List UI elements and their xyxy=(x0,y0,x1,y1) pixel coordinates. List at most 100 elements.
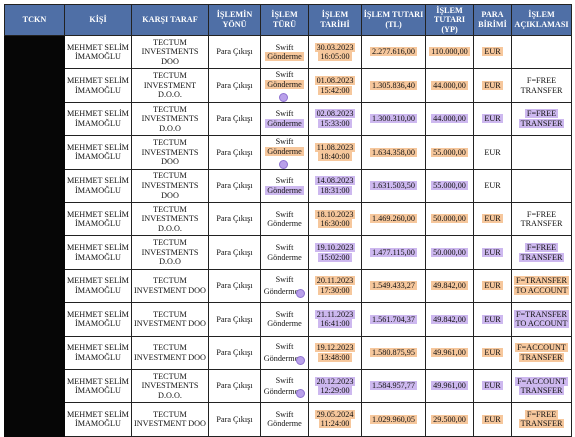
description-line-1: F=FREE xyxy=(526,209,557,219)
amount-tl-value: 1.549.433,27 xyxy=(370,281,417,291)
direction-cell: Para Çıkışı xyxy=(208,34,261,70)
amount-yp-cell: 49.842,00 xyxy=(425,302,474,337)
tckn-redacted-cell xyxy=(4,402,65,437)
description-cell: F=ACCOUNT TRANSFER xyxy=(511,368,572,404)
type-line-1: Swift xyxy=(275,209,294,219)
counterparty-cell: TECTUM INVESTMENT DOO xyxy=(131,302,209,337)
type-cell: Swift Gönderme xyxy=(260,268,309,304)
amount-yp-cell: 49.961,00 xyxy=(425,368,474,404)
amount-tl-value: 1.631.503,50 xyxy=(370,180,417,190)
currency-cell: EUR xyxy=(473,335,512,370)
description-line-1: F=FREE xyxy=(524,109,559,119)
description-cell xyxy=(511,168,572,203)
amount-tl-value: 1.584.957,77 xyxy=(370,381,417,391)
type-cell: Swift Gönderme xyxy=(260,402,309,437)
description-cell xyxy=(511,135,572,170)
type-cell: Swift Gönderme xyxy=(260,335,309,370)
description-cell: F=FREE TRANSFER xyxy=(511,235,572,270)
table-row: MEHMET SELİM İMAMOĞLU TECTUM INVESTMENTS… xyxy=(4,201,572,237)
time-value: 12:29:00 xyxy=(318,386,352,396)
type-cell: Swift Gönderme xyxy=(260,101,309,137)
type-cell: Swift Gönderme xyxy=(260,68,309,103)
date-cell: 20.12.2023 12:29:00 xyxy=(308,368,362,404)
date-value: 11.08.2023 xyxy=(314,142,356,152)
date-value: 20.11.2023 xyxy=(314,276,356,286)
description-line-2: TRANSFER xyxy=(518,252,565,262)
amount-tl-value: 1.580.875,95 xyxy=(370,347,417,357)
type-line-1: Swift xyxy=(275,242,294,252)
time-value: 17:30:00 xyxy=(318,285,352,295)
type-cell: Swift Gönderme xyxy=(260,235,309,270)
amount-yp-cell: 55.000,00 xyxy=(425,168,474,203)
currency-cell: EUR xyxy=(473,135,512,170)
amount-yp-value: 49.842,00 xyxy=(431,281,468,291)
amount-tl-cell: 1.634.358,00 xyxy=(361,135,426,170)
person-cell: MEHMET SELİM İMAMOĞLU xyxy=(64,168,132,203)
type-line-2: Gönderme xyxy=(263,387,299,397)
table-row: MEHMET SELİM İMAMOĞLU TECTUM INVESTMENTS… xyxy=(4,135,572,170)
counterparty-cell: TECTUM INVESTMENT DOO xyxy=(131,268,209,304)
table-row: MEHMET SELİM İMAMOĞLU TECTUM INVESTMENT … xyxy=(4,68,572,103)
header-islemin-yonu: İŞLEMİN YÖNÜ xyxy=(208,4,261,36)
currency-cell: EUR xyxy=(473,368,512,404)
date-cell: 30.03.2023 16:05:00 xyxy=(308,34,362,70)
type-line-1: Swift xyxy=(275,42,294,52)
date-cell: 19.10.2023 15:02:00 xyxy=(308,235,362,270)
table-row: MEHMET SELİM İMAMOĞLU TECTUM INVESTMENTS… xyxy=(4,368,572,404)
header-tckn: TCKN xyxy=(4,4,65,36)
amount-yp-value: 29.500,00 xyxy=(431,414,468,424)
time-value: 15:42:00 xyxy=(318,85,352,95)
description-line-1: F=ACCOUNT xyxy=(515,343,568,353)
currency-cell: EUR xyxy=(473,68,512,103)
description-cell: F=FREE TRANSFER xyxy=(511,101,572,137)
table-row: MEHMET SELİM İMAMOĞLU TECTUM INVESTMENTS… xyxy=(4,168,572,203)
date-cell: 14.08.2023 18:31:00 xyxy=(308,168,362,203)
comment-marker-icon[interactable] xyxy=(279,93,288,102)
amount-yp-value: 55.000,00 xyxy=(431,147,468,157)
table-row: MEHMET SELİM İMAMOĞLU TECTUM INVESTMENT … xyxy=(4,268,572,304)
type-line-1: Swift xyxy=(275,109,294,119)
header-islem-tarihi: İŞLEM TARİHİ xyxy=(308,4,362,36)
date-cell: 19.12.2023 13:48:00 xyxy=(308,335,362,370)
amount-tl-cell: 1.469.260,00 xyxy=(361,201,426,237)
description-cell: F=FREE TRANSFER xyxy=(511,201,572,237)
comment-marker-icon[interactable] xyxy=(279,160,288,169)
description-line-2: TRANSFER xyxy=(518,352,565,362)
amount-yp-value: 50.000,00 xyxy=(431,247,468,257)
date-cell: 11.08.2023 18:40:00 xyxy=(308,135,362,170)
amount-tl-cell: 2.277.616,00 xyxy=(361,34,426,70)
direction-cell: Para Çıkışı xyxy=(208,101,261,137)
currency-value: EUR xyxy=(482,80,503,90)
type-line-1: Swift xyxy=(275,409,294,419)
type-cell: Swift Gönderme xyxy=(260,168,309,203)
tckn-redacted-cell xyxy=(4,235,65,270)
amount-yp-cell: 49.961,00 xyxy=(425,335,474,370)
direction-cell: Para Çıkışı xyxy=(208,268,261,304)
currency-value: EUR xyxy=(482,314,503,324)
type-line-2: Gönderme xyxy=(265,185,304,195)
type-line-1: Swift xyxy=(275,375,294,385)
person-cell: MEHMET SELİM İMAMOĞLU xyxy=(64,268,132,304)
direction-cell: Para Çıkışı xyxy=(208,201,261,237)
header-para-birimi: PARA BİRİMİ xyxy=(473,4,512,36)
date-cell: 29.05.2024 11:24:00 xyxy=(308,402,362,437)
header-karsi-taraf: KARŞI TARAF xyxy=(131,4,209,36)
counterparty-cell: TECTUM INVESTMENT DOO xyxy=(131,335,209,370)
amount-yp-value: 110.000,00 xyxy=(429,47,470,57)
time-value: 13:48:00 xyxy=(318,352,352,362)
currency-value: EUR xyxy=(482,247,503,257)
description-line-1: F=ACCOUNT xyxy=(515,376,568,386)
comment-marker-icon[interactable] xyxy=(296,288,306,298)
comment-marker-icon[interactable] xyxy=(296,355,306,365)
person-cell: MEHMET SELİM İMAMOĞLU xyxy=(64,302,132,337)
type-line-1: Swift xyxy=(275,275,294,285)
type-line-2: Gönderme xyxy=(267,419,302,429)
direction-cell: Para Çıkışı xyxy=(208,402,261,437)
date-value: 01.08.2023 xyxy=(314,75,356,85)
date-cell: 02.08.2023 15:33:00 xyxy=(308,101,362,137)
date-value: 21.11.2023 xyxy=(314,309,356,319)
comment-marker-icon[interactable] xyxy=(296,389,306,399)
currency-value: EUR xyxy=(484,180,501,190)
amount-yp-cell: 50.000,00 xyxy=(425,235,474,270)
amount-yp-cell: 110.000,00 xyxy=(425,34,474,70)
